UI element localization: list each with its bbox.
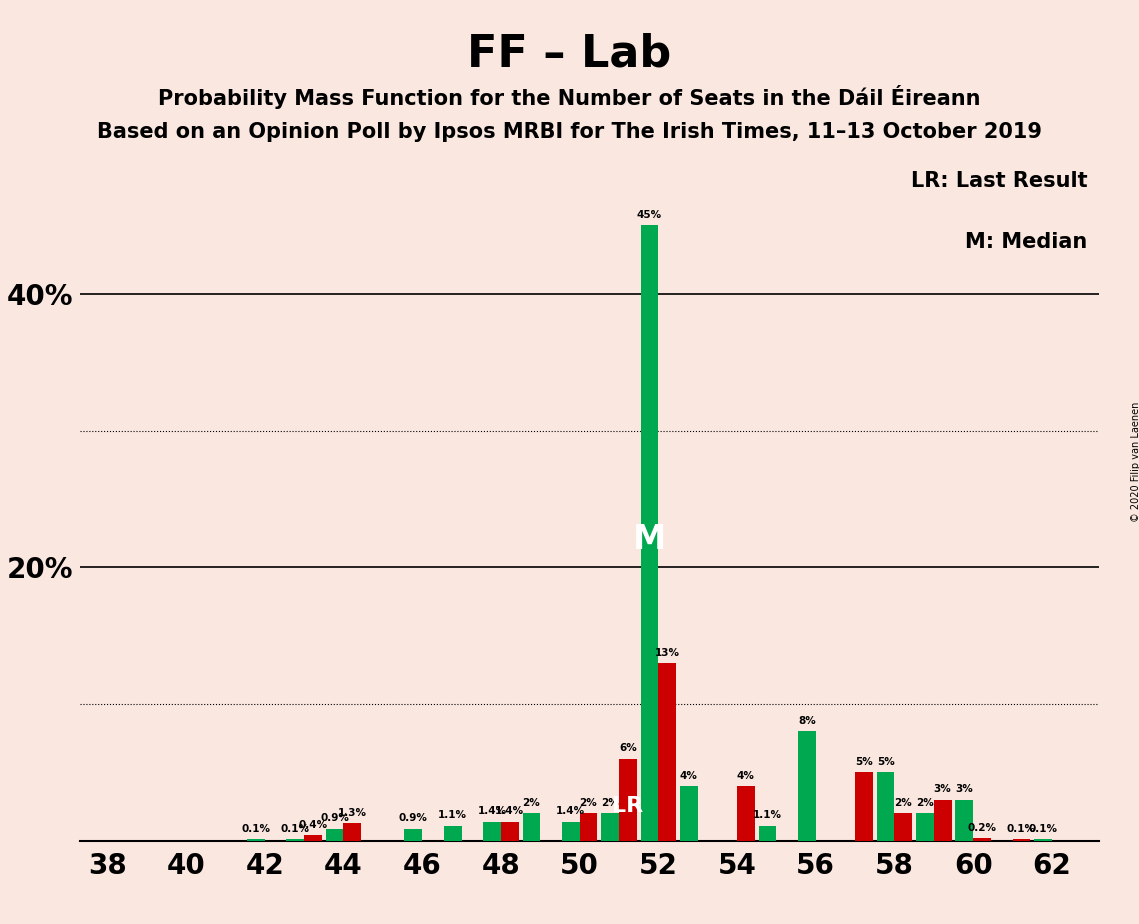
- Text: M: M: [633, 524, 666, 556]
- Bar: [601, 813, 618, 841]
- Text: 2%: 2%: [523, 798, 540, 808]
- Text: 5%: 5%: [877, 757, 894, 767]
- Bar: [894, 813, 912, 841]
- Text: 4%: 4%: [737, 771, 755, 781]
- Bar: [973, 838, 991, 841]
- Text: Probability Mass Function for the Number of Seats in the Dáil Éireann: Probability Mass Function for the Number…: [158, 85, 981, 109]
- Bar: [737, 786, 755, 841]
- Bar: [1034, 840, 1052, 841]
- Bar: [580, 813, 597, 841]
- Text: 4%: 4%: [680, 771, 698, 781]
- Text: 1.4%: 1.4%: [556, 807, 585, 816]
- Bar: [618, 759, 637, 841]
- Text: 0.1%: 0.1%: [1007, 824, 1035, 834]
- Text: 0.1%: 0.1%: [280, 824, 310, 834]
- Text: 5%: 5%: [855, 757, 872, 767]
- Text: 3%: 3%: [956, 784, 973, 795]
- Bar: [304, 835, 322, 841]
- Text: LR: Last Result: LR: Last Result: [911, 171, 1088, 190]
- Text: 0.4%: 0.4%: [298, 820, 328, 830]
- Bar: [855, 772, 872, 841]
- Bar: [798, 732, 816, 841]
- Bar: [523, 813, 540, 841]
- Text: 1.1%: 1.1%: [753, 810, 782, 821]
- Bar: [934, 800, 951, 841]
- Bar: [286, 840, 304, 841]
- Text: FF – Lab: FF – Lab: [467, 32, 672, 76]
- Bar: [404, 829, 423, 841]
- Bar: [444, 826, 461, 841]
- Text: 1.1%: 1.1%: [439, 810, 467, 821]
- Text: 2%: 2%: [580, 798, 597, 808]
- Text: 1.4%: 1.4%: [477, 807, 507, 816]
- Text: LR: LR: [613, 796, 644, 817]
- Text: 3%: 3%: [934, 784, 951, 795]
- Text: © 2020 Filip van Laenen: © 2020 Filip van Laenen: [1131, 402, 1139, 522]
- Text: 0.9%: 0.9%: [320, 813, 349, 823]
- Bar: [326, 829, 344, 841]
- Bar: [562, 821, 580, 841]
- Bar: [759, 826, 777, 841]
- Text: 2%: 2%: [916, 798, 934, 808]
- Text: 1.4%: 1.4%: [495, 807, 524, 816]
- Bar: [1013, 840, 1031, 841]
- Text: Based on an Opinion Poll by Ipsos MRBI for The Irish Times, 11–13 October 2019: Based on an Opinion Poll by Ipsos MRBI f…: [97, 122, 1042, 142]
- Bar: [956, 800, 973, 841]
- Bar: [916, 813, 934, 841]
- Text: 2%: 2%: [894, 798, 912, 808]
- Text: 0.1%: 0.1%: [241, 824, 270, 834]
- Text: 2%: 2%: [601, 798, 618, 808]
- Text: 45%: 45%: [637, 210, 662, 220]
- Text: 8%: 8%: [798, 716, 816, 726]
- Text: 0.2%: 0.2%: [967, 822, 997, 833]
- Bar: [247, 840, 264, 841]
- Text: 13%: 13%: [655, 648, 680, 658]
- Bar: [680, 786, 698, 841]
- Bar: [483, 821, 501, 841]
- Bar: [501, 821, 518, 841]
- Text: 1.3%: 1.3%: [338, 808, 367, 818]
- Text: M: Median: M: Median: [965, 232, 1088, 252]
- Text: 6%: 6%: [618, 743, 637, 753]
- Bar: [658, 663, 677, 841]
- Bar: [877, 772, 894, 841]
- Bar: [640, 225, 658, 841]
- Text: 0.1%: 0.1%: [1029, 824, 1057, 834]
- Bar: [344, 823, 361, 841]
- Text: 0.9%: 0.9%: [399, 813, 428, 823]
